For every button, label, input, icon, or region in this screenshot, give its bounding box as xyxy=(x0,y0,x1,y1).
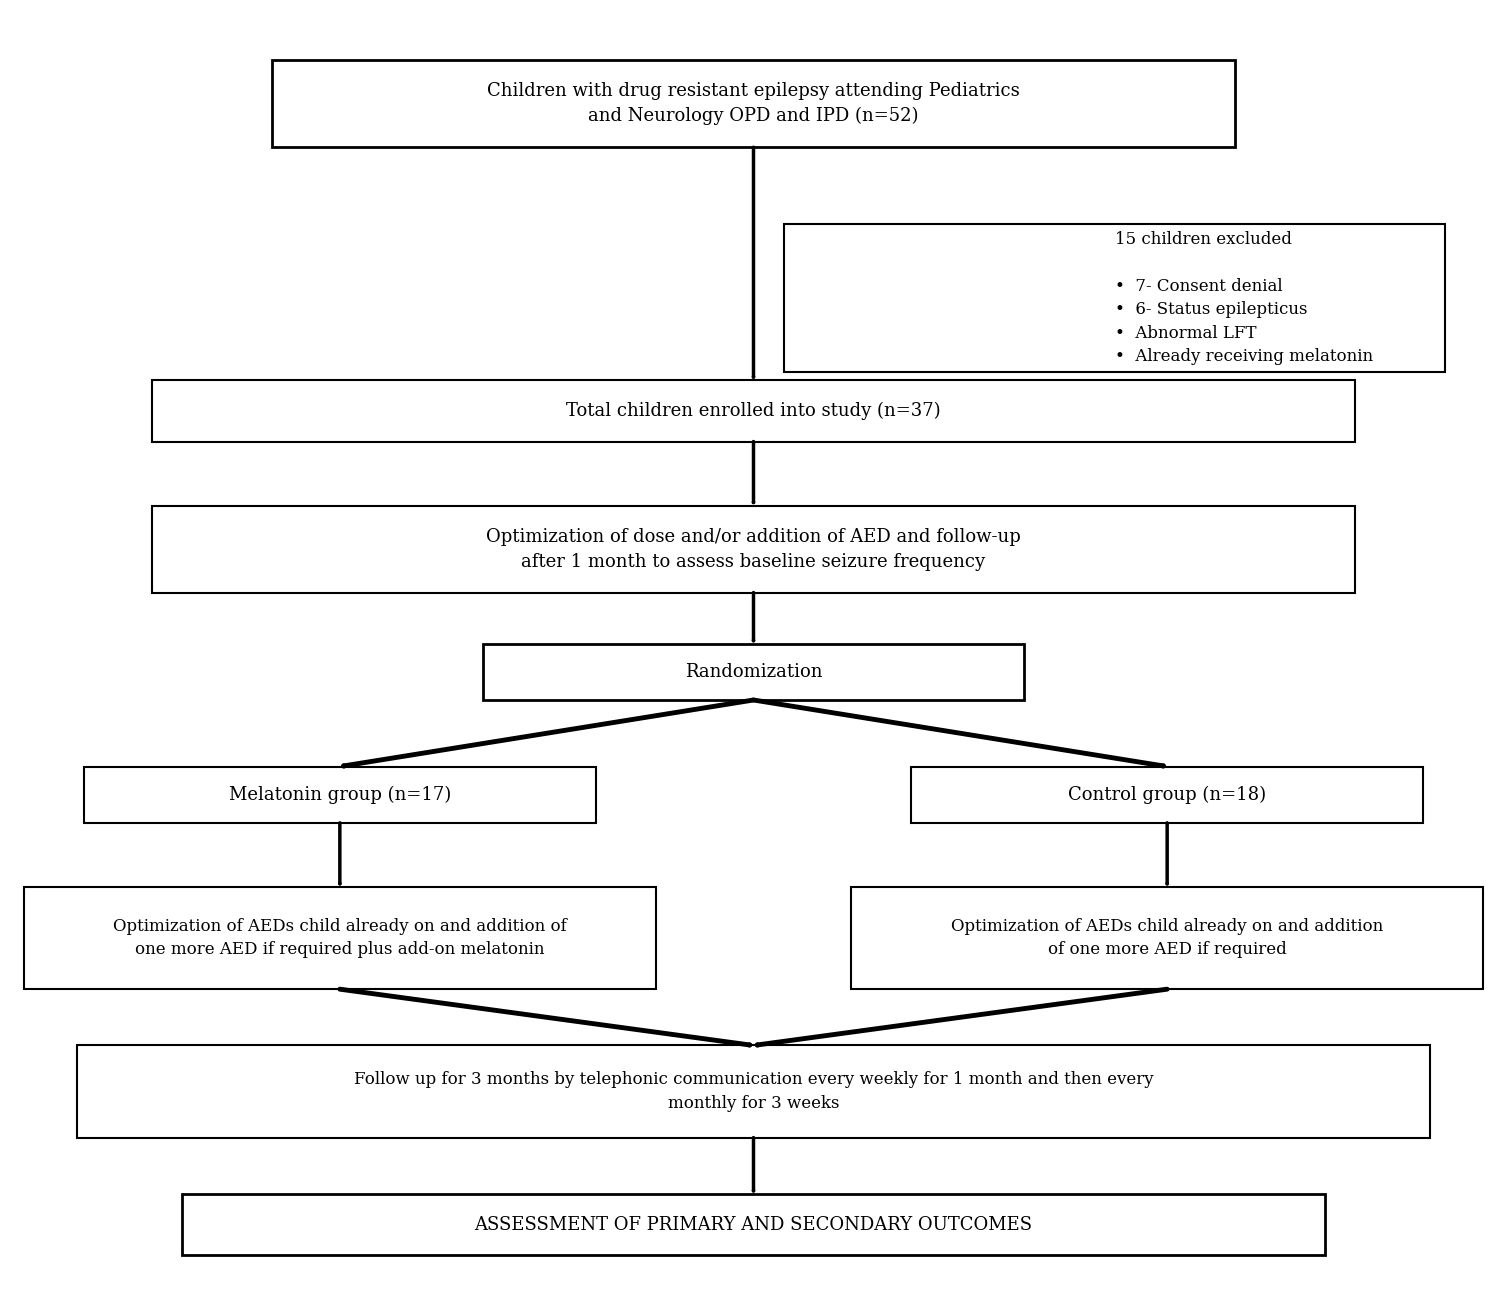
FancyBboxPatch shape xyxy=(84,767,595,823)
Text: Control group (n=18): Control group (n=18) xyxy=(1068,785,1266,804)
Text: Randomization: Randomization xyxy=(684,663,823,681)
FancyBboxPatch shape xyxy=(77,1045,1430,1137)
Text: Optimization of AEDs child already on and addition of
one more AED if required p: Optimization of AEDs child already on an… xyxy=(113,918,567,958)
Text: Children with drug resistant epilepsy attending Pediatrics
and Neurology OPD and: Children with drug resistant epilepsy at… xyxy=(487,83,1020,126)
FancyBboxPatch shape xyxy=(24,886,656,989)
Text: Optimization of AEDs child already on and addition
of one more AED if required: Optimization of AEDs child already on an… xyxy=(951,918,1383,958)
FancyBboxPatch shape xyxy=(482,643,1025,700)
FancyBboxPatch shape xyxy=(851,886,1483,989)
FancyBboxPatch shape xyxy=(152,506,1355,592)
FancyBboxPatch shape xyxy=(784,225,1445,373)
Text: Optimization of dose and/or addition of AED and follow-up
after 1 month to asses: Optimization of dose and/or addition of … xyxy=(487,528,1020,571)
Text: Follow up for 3 months by telephonic communication every weekly for 1 month and : Follow up for 3 months by telephonic com… xyxy=(354,1071,1153,1112)
Text: 15 children excluded

•  7- Consent denial
•  6- Status epilepticus
•  Abnormal : 15 children excluded • 7- Consent denial… xyxy=(1115,231,1373,365)
Text: Melatonin group (n=17): Melatonin group (n=17) xyxy=(229,785,451,804)
FancyBboxPatch shape xyxy=(912,767,1423,823)
FancyBboxPatch shape xyxy=(152,381,1355,441)
Text: Total children enrolled into study (n=37): Total children enrolled into study (n=37… xyxy=(567,402,940,420)
FancyBboxPatch shape xyxy=(273,60,1234,147)
FancyBboxPatch shape xyxy=(182,1194,1325,1255)
Text: ASSESSMENT OF PRIMARY AND SECONDARY OUTCOMES: ASSESSMENT OF PRIMARY AND SECONDARY OUTC… xyxy=(475,1216,1032,1234)
